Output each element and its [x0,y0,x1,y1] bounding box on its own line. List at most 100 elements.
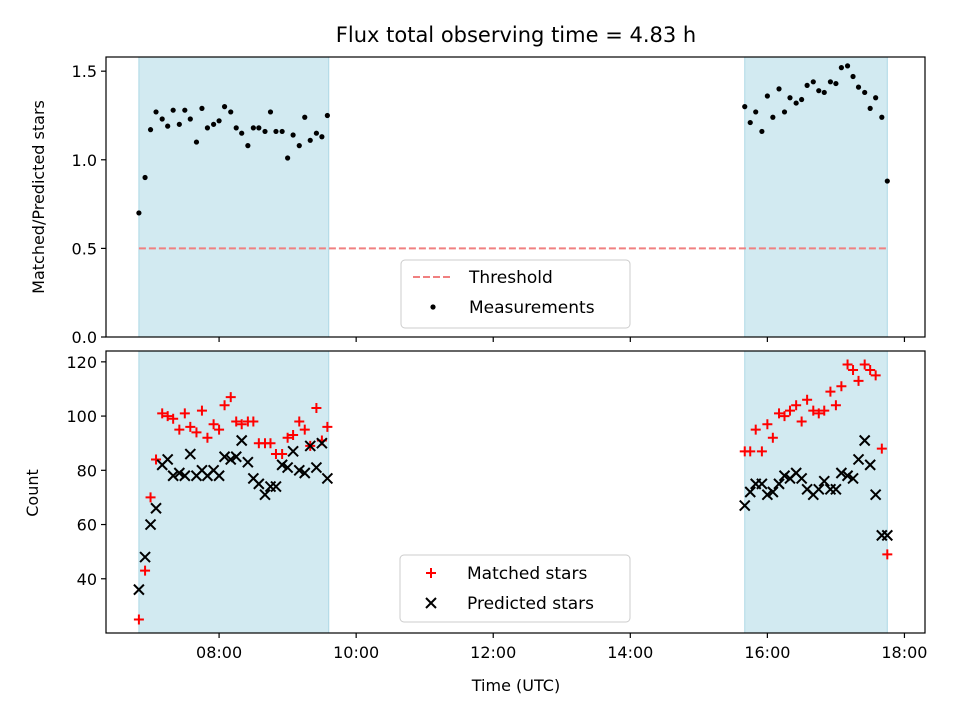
data-point [316,437,328,449]
data-point [253,478,265,490]
data-point [781,109,788,115]
data-point [744,486,756,498]
data-point [779,411,790,422]
data-point [202,432,213,443]
data-point [282,432,293,443]
data-point [144,518,157,531]
data-point [233,125,239,131]
legend-box [399,554,631,623]
data-point [876,443,887,454]
legend-matched-label: Matched stars [467,564,587,584]
data-point [236,419,247,430]
data-point [830,483,842,495]
series-predicted-stars [133,434,894,596]
data-point [248,416,259,427]
data-point [802,394,813,405]
observing-window-shade [138,350,330,634]
data-point [239,130,245,136]
data-point [322,421,333,432]
data-point [136,210,142,216]
data-point [281,461,294,474]
data-point [873,95,879,101]
data-point [299,467,311,479]
observing-window-shade [138,56,330,338]
data-point [321,472,334,485]
data-point [145,492,156,503]
data-point [764,93,770,99]
data-point [193,139,200,145]
data-point [859,359,870,370]
y-tick-label: 40 [77,570,97,589]
data-point [799,96,805,103]
bottom-y-axis-label: Count [23,469,42,517]
data-point [770,114,776,120]
data-point [265,438,276,449]
data-point [848,364,859,375]
data-point [774,408,785,419]
data-point [319,134,325,140]
data-point [225,453,237,466]
data-point [191,427,202,438]
data-point [776,86,782,92]
data-point [245,143,251,149]
data-point [795,472,808,485]
data-point [813,408,824,419]
x-tick-label: 18:00 [881,643,927,662]
data-point [225,392,236,403]
data-point [259,489,271,501]
y-tick-label: 100 [66,407,97,426]
legend-measurements-swatch [430,304,436,310]
data-point [778,470,791,482]
data-point [187,116,193,122]
data-point [844,63,851,69]
data-point [796,416,807,427]
data-point [294,416,305,427]
data-point [830,400,841,411]
data-point [853,375,864,386]
data-point [787,95,793,101]
data-point [835,467,848,479]
data-point [277,449,288,460]
data-point [827,79,834,85]
data-point [836,381,847,392]
data-point [256,125,262,131]
data-point [311,402,322,413]
data-point [299,424,310,435]
y-tick-label: 1.0 [72,151,97,170]
data-point [228,109,234,115]
data-point [179,470,191,482]
data-point [813,483,825,495]
data-point [161,453,174,466]
data-point [747,119,753,126]
legend-threshold-label: Threshold [468,268,553,288]
y-tick-label: 0.5 [72,239,97,258]
data-point [133,583,145,596]
observing-window-shade [744,56,888,338]
legend: Matched stars Predicted stars [399,554,631,623]
data-point [179,408,190,419]
data-point [208,419,219,430]
y-tick-label: 0.0 [72,328,97,347]
data-point [833,80,839,87]
data-point [250,125,256,131]
data-point [176,121,182,127]
data-point [841,470,854,482]
data-point [296,143,302,149]
data-point [759,128,765,135]
data-point [159,116,165,122]
data-point [756,478,768,490]
bottom-count-panel: 40 60 80 100 120 08:00 10:00 12:00 14:00 16:00 18:… [66,350,927,662]
data-point [767,432,778,443]
data-point [745,446,756,457]
axes-frame [105,56,926,338]
x-tick-label: 16:00 [744,643,790,662]
legend-box [400,259,631,329]
data-point [276,459,288,471]
data-point [302,114,308,120]
data-point [151,454,162,465]
data-point [279,128,285,135]
data-point [761,489,774,501]
data-point [756,446,767,457]
data-point [199,105,205,111]
